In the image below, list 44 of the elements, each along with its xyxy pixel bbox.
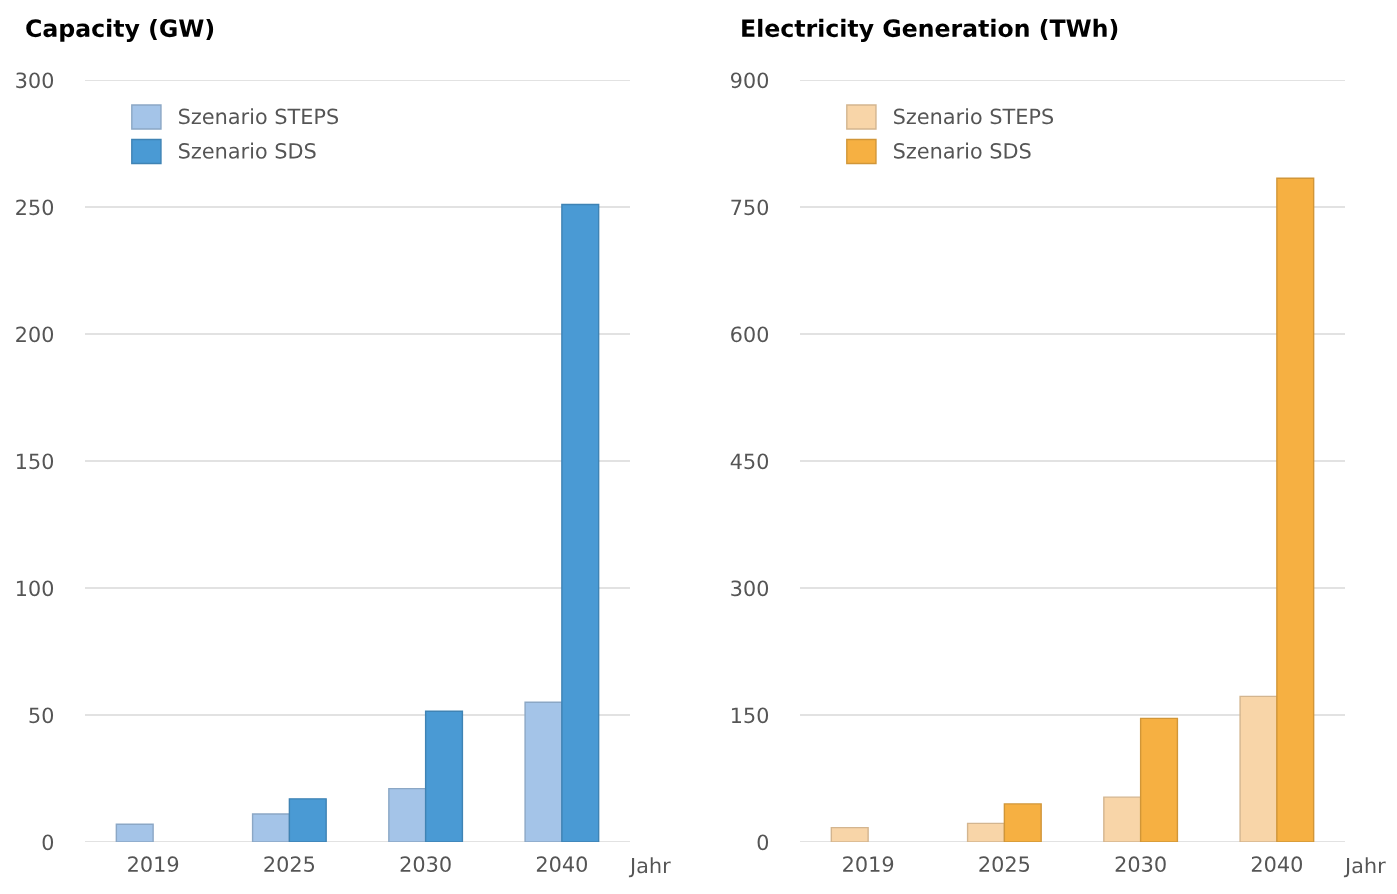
bar	[115, 823, 154, 842]
x-tick-label: 2025	[979, 856, 1030, 873]
y-tick-label: 750	[731, 199, 769, 216]
bar	[388, 787, 427, 842]
y-tick-label: 250	[16, 199, 54, 216]
y-tick-label: 150	[731, 707, 769, 724]
y-tick-label: 450	[730, 453, 769, 470]
bar	[1239, 695, 1278, 842]
x-tick-label: 2040	[1251, 856, 1302, 873]
legend-label: Szenario SDS	[894, 142, 1031, 159]
y-tick-label: 150	[16, 453, 54, 470]
bar	[288, 798, 327, 842]
chart-title: Capacity (GW)	[26, 18, 214, 42]
bar	[251, 813, 291, 842]
legend-label: Szenario STEPS	[179, 108, 339, 125]
legend-label: Szenario STEPS	[894, 108, 1054, 125]
y-tick-label: 900	[730, 72, 769, 89]
bar	[424, 710, 464, 842]
y-tick-label: 0	[42, 834, 54, 851]
legend-label: Szenario SDS	[179, 142, 316, 159]
y-tick-label: 0	[757, 834, 769, 851]
x-tick-label: 2019	[843, 856, 894, 873]
chart-title: Electricity Generation (TWh)	[742, 18, 1118, 42]
bar	[1276, 177, 1315, 842]
bar	[1103, 796, 1142, 842]
bar	[561, 203, 600, 842]
x-tick-label: 2019	[128, 856, 179, 873]
y-tick-label: 50	[29, 707, 54, 724]
y-tick-label: 300	[731, 580, 769, 597]
bar	[1003, 803, 1042, 842]
y-tick-label: 300	[16, 72, 54, 89]
x-tick-label: 2040	[536, 856, 587, 873]
y-tick-label: 200	[16, 326, 54, 343]
x-tick-label: 2030	[1115, 856, 1166, 873]
y-tick-label: 600	[731, 326, 769, 343]
x-axis-title: Jahr	[628, 857, 671, 878]
bar	[524, 701, 563, 842]
bar	[966, 822, 1006, 842]
bar	[830, 826, 869, 842]
bar	[1139, 717, 1179, 842]
x-tick-label: 2030	[400, 856, 451, 873]
x-axis-title: Jahr	[1343, 857, 1386, 878]
y-tick-label: 100	[16, 580, 54, 597]
x-tick-label: 2025	[264, 856, 315, 873]
